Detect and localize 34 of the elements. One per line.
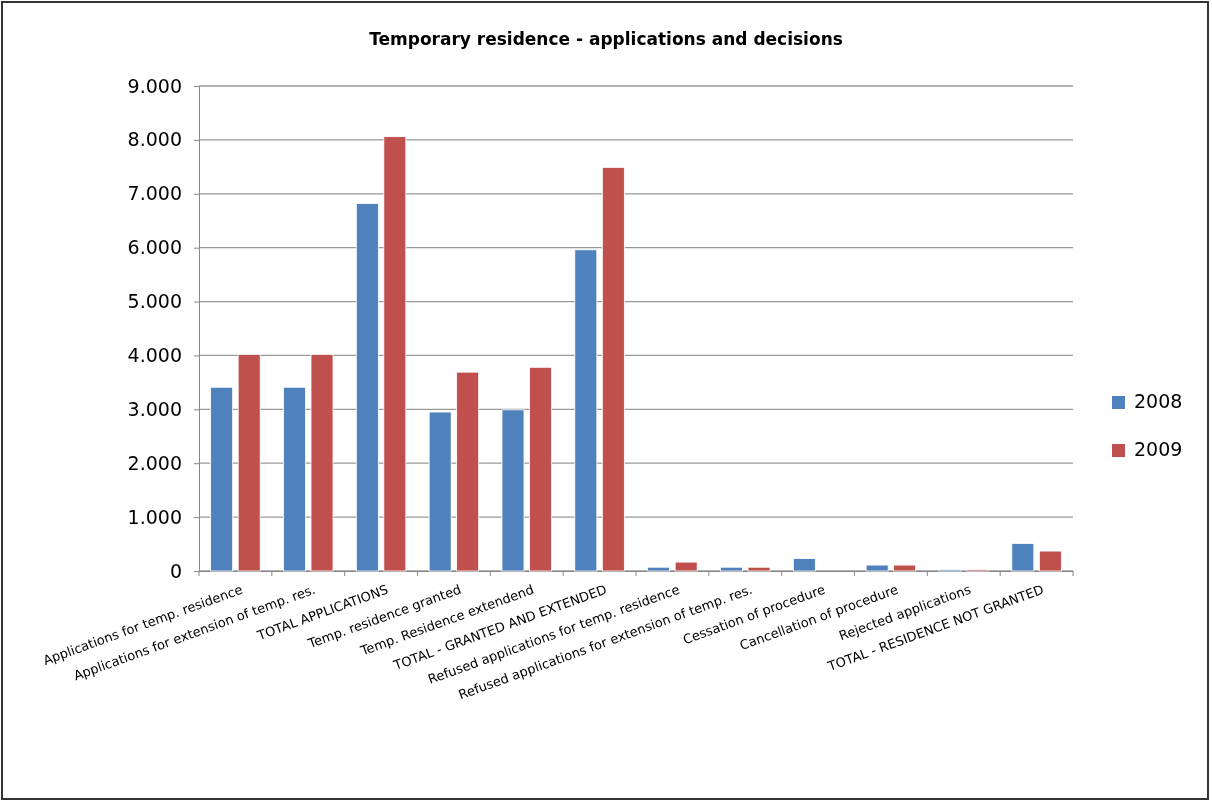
bar bbox=[529, 366, 552, 572]
bar bbox=[601, 166, 625, 572]
bar bbox=[1011, 543, 1035, 572]
y-tick-label: 5.000 bbox=[127, 290, 182, 313]
bar bbox=[720, 566, 743, 572]
bar bbox=[310, 353, 334, 572]
y-tick-label: 3.000 bbox=[127, 397, 182, 420]
y-tick-label: 6.000 bbox=[127, 236, 182, 259]
bar bbox=[237, 353, 261, 572]
chart-title: Temporary residence - applications and decisions bbox=[369, 29, 843, 49]
bar bbox=[501, 409, 525, 572]
bar bbox=[283, 386, 306, 572]
y-tick-label: 9.000 bbox=[127, 74, 182, 97]
bar bbox=[1038, 550, 1062, 572]
y-tick-label: 2.000 bbox=[127, 451, 182, 474]
bar bbox=[355, 203, 379, 572]
bar bbox=[647, 566, 671, 572]
y-tick-label: 1.000 bbox=[127, 505, 182, 528]
y-tick-label: 0 bbox=[169, 559, 182, 582]
bar bbox=[865, 564, 889, 572]
y-tick-label: 8.000 bbox=[127, 128, 182, 151]
bar bbox=[428, 411, 452, 572]
legend-label: 2008 bbox=[1134, 390, 1183, 412]
y-tick-label: 4.000 bbox=[127, 344, 182, 367]
bar bbox=[893, 564, 917, 572]
y-tick-label: 7.000 bbox=[127, 182, 182, 205]
bar bbox=[747, 566, 771, 572]
bar bbox=[456, 371, 480, 572]
bar bbox=[674, 561, 698, 572]
bar bbox=[792, 558, 816, 572]
legend-label: 2009 bbox=[1134, 438, 1183, 460]
bar bbox=[574, 249, 598, 572]
bar bbox=[383, 136, 407, 572]
bar bbox=[210, 386, 234, 572]
